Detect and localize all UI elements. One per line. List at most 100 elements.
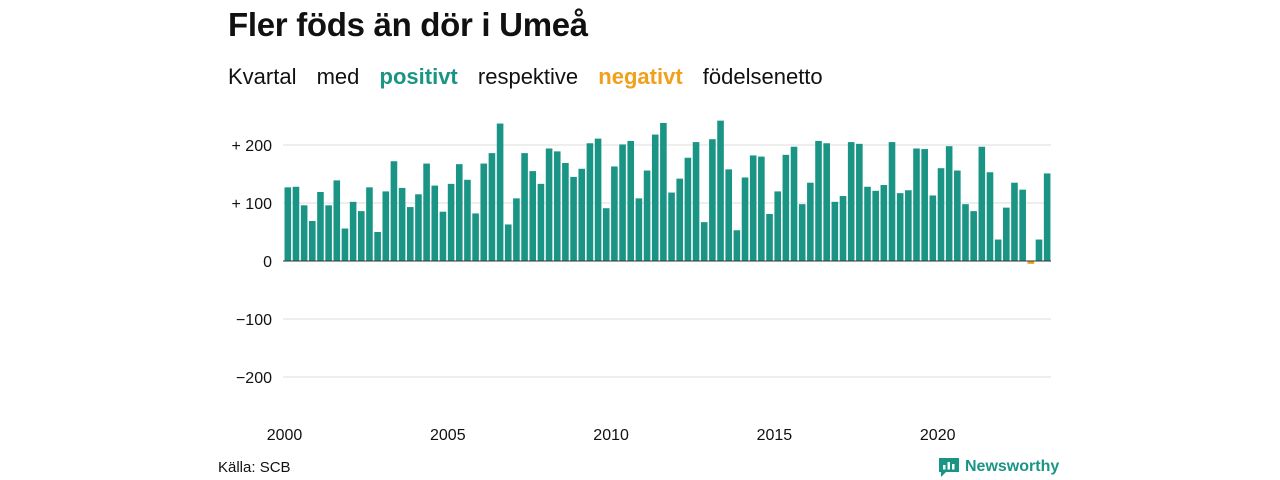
bar [929, 195, 937, 261]
bar [472, 213, 479, 261]
bar [864, 186, 871, 261]
y-tick-label: −100 [236, 312, 272, 329]
bar [741, 177, 749, 261]
bar [1035, 239, 1043, 261]
x-tick-label: 2010 [593, 427, 629, 444]
bar [570, 176, 577, 261]
subtitle: Kvartal med positivt respektive negativt… [228, 64, 837, 90]
bar [586, 143, 594, 261]
bar [782, 154, 790, 261]
bar [602, 208, 610, 261]
bar [594, 138, 602, 261]
source-note: Källa: SCB [218, 459, 291, 476]
bar [562, 162, 569, 261]
bar [496, 123, 504, 261]
subtitle-positive-word: positivt [379, 64, 458, 89]
bar [651, 134, 659, 261]
bar [537, 183, 545, 261]
bar [1003, 207, 1010, 261]
bar [717, 120, 724, 261]
bar [733, 230, 741, 261]
bar [480, 163, 488, 261]
bar [823, 143, 830, 261]
bar [913, 148, 920, 261]
bar [611, 166, 618, 261]
bar [406, 207, 414, 261]
x-tick-label: 2000 [267, 427, 303, 444]
y-tick-label: −200 [236, 370, 272, 387]
bar [978, 146, 986, 261]
bar [1043, 173, 1051, 261]
bar [758, 156, 765, 261]
bar [341, 228, 349, 261]
bar [643, 170, 651, 261]
bar [872, 190, 879, 261]
bar [766, 214, 773, 261]
bar [529, 171, 537, 261]
bar [415, 194, 422, 261]
subtitle-middle: respektive [477, 64, 579, 89]
y-axis-tick-labels: + 200 + 100 0 −100 −200 [232, 138, 273, 387]
bar [749, 155, 757, 261]
bar [798, 204, 806, 261]
subtitle-negative-word: negativt [598, 64, 683, 89]
bar [513, 198, 520, 261]
bar [545, 148, 553, 261]
bar [423, 163, 430, 261]
subtitle-med: med [316, 64, 360, 89]
bar [439, 211, 447, 261]
bar [431, 185, 439, 261]
bar [954, 170, 961, 261]
bar [1019, 189, 1026, 261]
bar [635, 198, 643, 261]
bar [1011, 182, 1018, 261]
bar [398, 187, 406, 261]
subtitle-prefix: Kvartal [228, 64, 297, 89]
y-tick-label: 0 [263, 254, 272, 271]
bar [692, 142, 700, 261]
bar [807, 182, 814, 261]
bar [366, 187, 373, 261]
bar [447, 183, 455, 261]
bar [970, 211, 977, 261]
bar [464, 179, 471, 261]
bar [504, 224, 512, 261]
bar [374, 232, 381, 261]
bar [333, 180, 341, 261]
chart-title: Fler föds än dör i Umeå [228, 6, 588, 43]
x-tick-label: 2015 [757, 427, 793, 444]
bar [578, 168, 586, 261]
newsworthy-logo[interactable]: Newsworthy [938, 456, 1059, 478]
bar [300, 205, 308, 261]
bar [521, 153, 528, 261]
bar [880, 185, 888, 261]
bar [684, 157, 692, 261]
bar [700, 222, 708, 261]
bar [349, 201, 357, 261]
bar [317, 191, 324, 261]
bar [668, 192, 675, 261]
bars [284, 120, 1051, 264]
bar [774, 191, 781, 261]
bar [325, 205, 332, 261]
bar [896, 193, 904, 261]
bar [284, 187, 292, 261]
x-tick-label: 2020 [920, 427, 956, 444]
x-axis-tick-labels: 2000 2005 2010 2015 2020 [267, 427, 956, 444]
bar [839, 196, 847, 261]
x-tick-label: 2005 [430, 427, 466, 444]
bar [790, 146, 798, 261]
bar [994, 239, 1002, 261]
bar [1027, 261, 1035, 264]
bar [309, 220, 316, 261]
y-tick-label: + 200 [232, 138, 273, 155]
newsworthy-logo-text: Newsworthy [965, 458, 1060, 475]
bar [945, 146, 953, 261]
bar [292, 186, 300, 261]
bar [888, 142, 896, 261]
bar [847, 142, 855, 261]
bar [553, 151, 561, 261]
bar [455, 164, 463, 261]
y-tick-label: + 100 [232, 196, 273, 213]
